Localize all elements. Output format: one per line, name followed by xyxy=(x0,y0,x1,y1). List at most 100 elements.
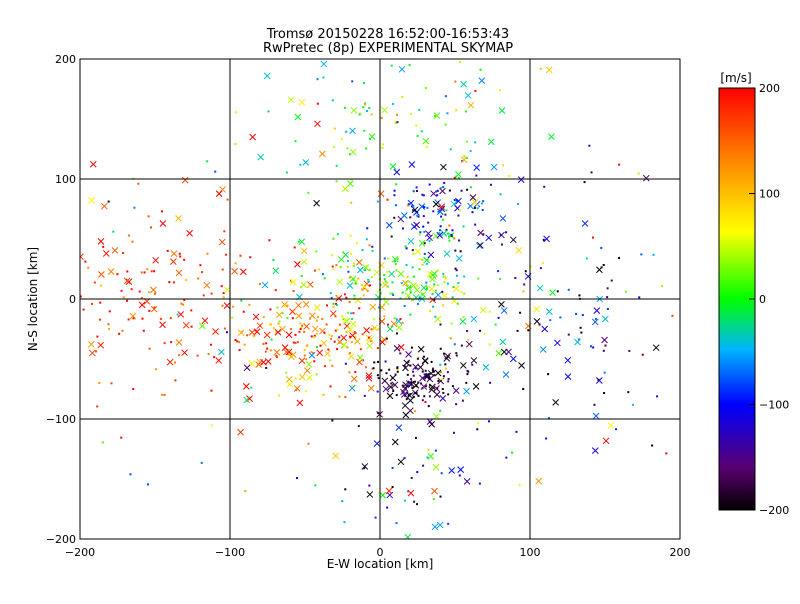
x-marker xyxy=(303,323,310,330)
dot-marker xyxy=(441,388,444,391)
dot-marker xyxy=(244,489,247,492)
dot-marker xyxy=(410,205,413,208)
dot-marker xyxy=(514,276,517,279)
dot-marker xyxy=(499,89,502,92)
dot-marker xyxy=(439,363,442,366)
x-marker xyxy=(549,289,556,296)
dot-marker xyxy=(307,191,310,194)
dot-marker xyxy=(396,121,399,124)
x-marker xyxy=(363,327,370,334)
dot-marker xyxy=(287,348,290,351)
dot-marker xyxy=(410,476,413,479)
dot-marker xyxy=(401,95,404,98)
dot-marker xyxy=(522,290,525,293)
x-marker xyxy=(457,466,465,473)
dot-marker xyxy=(183,298,186,301)
x-marker xyxy=(419,374,426,382)
x-marker xyxy=(424,230,432,237)
x-marker xyxy=(279,325,286,333)
dot-marker xyxy=(372,367,375,370)
dot-marker xyxy=(316,102,319,105)
dot-marker xyxy=(455,269,458,272)
x-marker xyxy=(320,339,328,347)
dot-marker xyxy=(347,311,350,314)
dot-marker xyxy=(122,296,125,299)
dot-marker xyxy=(412,190,415,193)
dot-marker xyxy=(488,310,491,313)
dot-marker xyxy=(524,270,527,273)
x-marker xyxy=(642,174,650,182)
x-marker xyxy=(107,268,115,275)
dot-marker xyxy=(665,452,668,455)
dot-marker xyxy=(321,273,324,276)
dot-marker xyxy=(294,341,297,344)
dot-marker xyxy=(415,392,418,395)
dot-marker xyxy=(583,181,586,184)
dot-marker xyxy=(559,316,562,319)
x-marker xyxy=(479,306,487,314)
dot-marker xyxy=(474,223,477,226)
dot-marker xyxy=(98,381,101,384)
dot-marker xyxy=(354,332,357,335)
dot-marker xyxy=(277,322,280,325)
dot-marker xyxy=(415,214,418,217)
dot-marker xyxy=(445,228,448,231)
x-marker xyxy=(255,361,263,368)
dot-marker xyxy=(126,299,129,302)
dot-marker xyxy=(118,332,121,335)
dot-marker xyxy=(442,391,445,394)
dot-marker xyxy=(529,265,532,268)
dot-marker xyxy=(439,187,442,190)
x-marker xyxy=(401,385,409,392)
dot-marker xyxy=(130,288,133,291)
x-marker xyxy=(434,291,442,299)
dot-marker xyxy=(395,332,398,335)
dot-marker xyxy=(447,522,450,525)
dot-marker xyxy=(412,370,415,373)
dot-marker xyxy=(327,348,330,351)
x-marker xyxy=(436,521,444,529)
x-marker xyxy=(329,310,337,317)
dot-marker xyxy=(242,310,245,313)
dot-marker xyxy=(438,229,441,232)
x-marker xyxy=(448,467,456,474)
dot-marker xyxy=(357,277,360,280)
dot-marker xyxy=(442,275,445,278)
x-marker xyxy=(293,385,301,392)
x-marker xyxy=(401,402,409,409)
dot-marker xyxy=(141,317,144,320)
dot-marker xyxy=(272,258,275,261)
dot-marker xyxy=(455,354,458,357)
x-marker xyxy=(403,359,411,367)
dot-marker xyxy=(447,380,450,383)
x-marker xyxy=(218,348,225,356)
dot-marker xyxy=(331,419,334,422)
dot-marker xyxy=(421,263,424,266)
dot-marker xyxy=(310,335,313,338)
dot-marker xyxy=(383,297,386,300)
dot-marker xyxy=(319,344,322,347)
x-marker xyxy=(350,375,358,383)
x-marker xyxy=(400,212,408,219)
dot-marker xyxy=(424,87,427,90)
dot-marker xyxy=(579,326,582,329)
dot-marker xyxy=(441,290,444,293)
dot-marker xyxy=(290,328,293,331)
dot-marker xyxy=(368,244,371,247)
dot-marker xyxy=(432,498,435,501)
dot-marker xyxy=(656,395,659,398)
x-marker xyxy=(295,312,303,320)
dot-marker xyxy=(538,323,541,326)
dot-marker xyxy=(344,362,347,365)
dot-marker xyxy=(474,141,477,144)
x-marker xyxy=(308,351,316,359)
dot-marker xyxy=(361,333,364,336)
x-marker xyxy=(412,363,420,371)
colorbar-tick-label: 200 xyxy=(759,82,780,95)
dot-marker xyxy=(384,360,387,363)
dot-marker xyxy=(480,202,483,205)
dot-marker xyxy=(425,374,428,377)
dot-marker xyxy=(268,323,271,326)
dot-marker xyxy=(366,109,369,112)
dot-marker xyxy=(376,347,379,350)
